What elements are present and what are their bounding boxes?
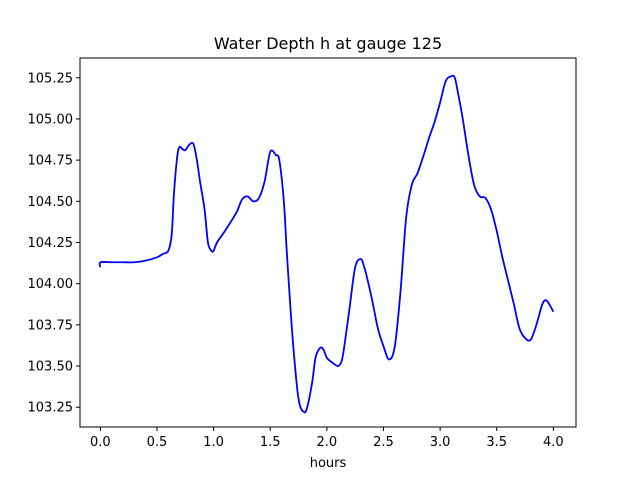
plot-frame xyxy=(79,57,577,428)
y-tick-label: 103.50 xyxy=(28,360,74,375)
y-tick-label: 104.50 xyxy=(28,195,74,210)
series-line xyxy=(98,74,555,414)
x-tick-label: 3.5 xyxy=(486,435,507,450)
y-tick-label: 104.75 xyxy=(28,154,74,169)
x-tick-label: 3.0 xyxy=(430,435,451,450)
y-tick-label: 104.25 xyxy=(28,236,74,251)
x-axis-label: hours xyxy=(310,456,347,471)
x-tick-label: 1.5 xyxy=(260,435,281,450)
x-tick-label: 2.5 xyxy=(373,435,394,450)
y-tick-label: 103.25 xyxy=(28,401,74,416)
y-tick-label: 105.25 xyxy=(28,71,74,86)
x-tick-label: 0.5 xyxy=(147,435,168,450)
y-axis-ticks: 103.25 103.50 103.75 104.00 104.25 104.50 104.… xyxy=(28,71,80,416)
y-tick-label: 104.00 xyxy=(28,277,74,292)
x-tick-label: 4.0 xyxy=(543,435,564,450)
x-tick-label: 2.0 xyxy=(317,435,338,450)
series-line-group xyxy=(98,74,555,414)
x-tick-label: 1.0 xyxy=(203,435,224,450)
x-tick-label: 0.0 xyxy=(90,435,111,450)
x-axis-ticks: 0.0 0.5 1.0 1.5 2.0 2.5 3.0 3.5 4.0 xyxy=(90,427,564,450)
y-tick-label: 103.75 xyxy=(28,318,74,333)
y-tick-label: 105.00 xyxy=(28,112,74,127)
chart-title: Water Depth h at gauge 125 xyxy=(214,34,442,53)
